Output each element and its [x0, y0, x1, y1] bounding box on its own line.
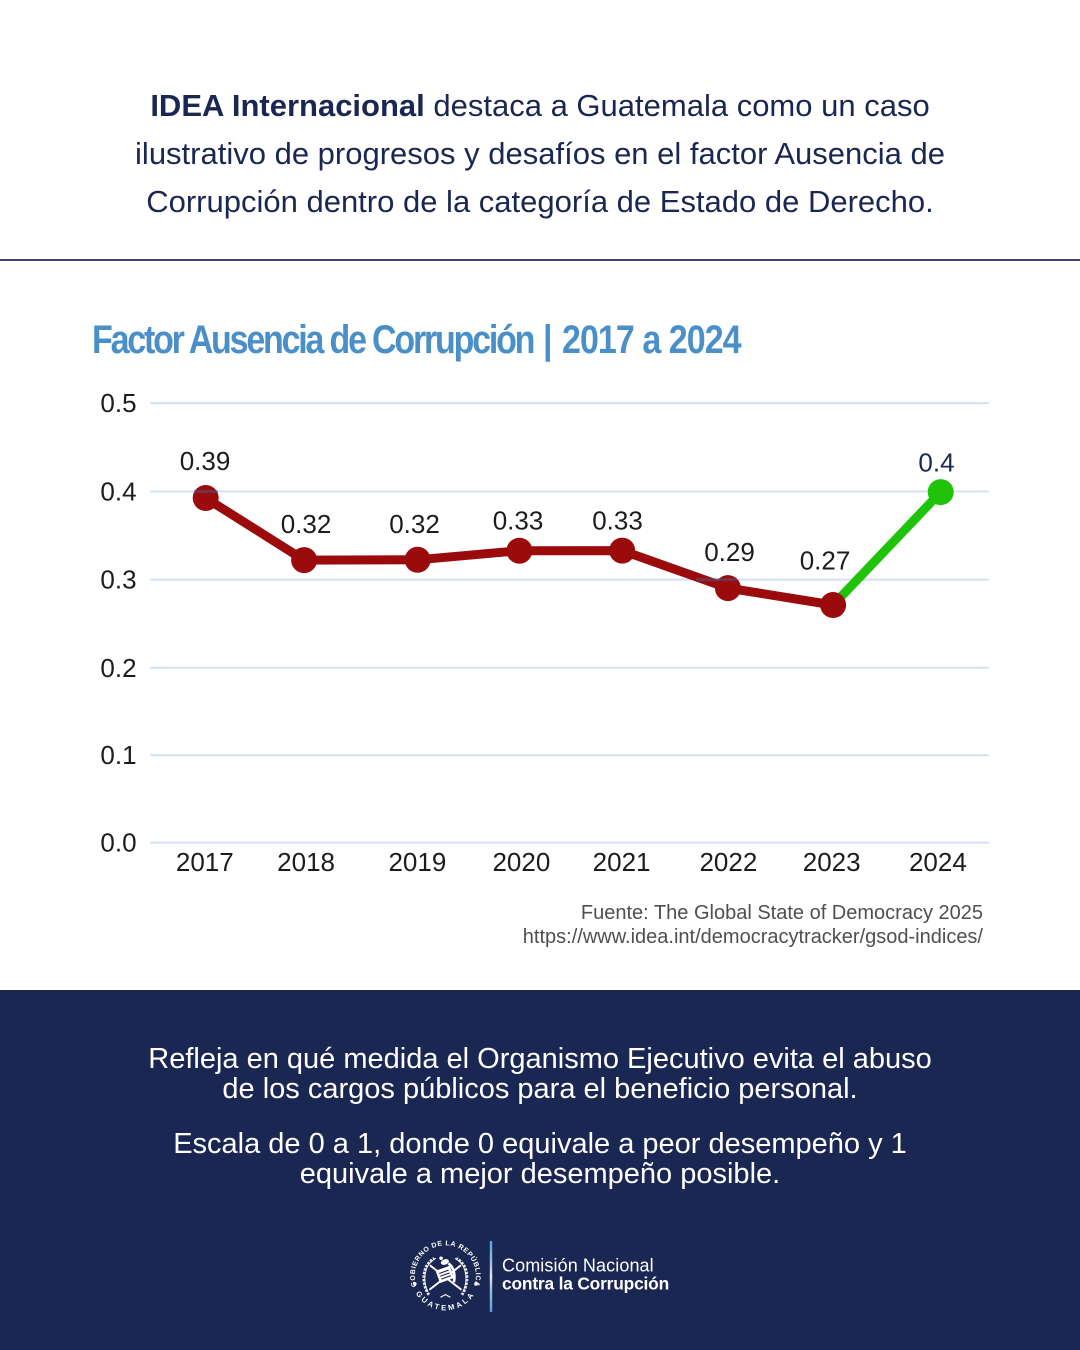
- svg-text:0.0: 0.0: [100, 828, 136, 858]
- svg-text:0.32: 0.32: [281, 509, 332, 539]
- svg-text:2020: 2020: [492, 847, 550, 877]
- svg-text:2017: 2017: [176, 847, 234, 877]
- svg-text:0.32: 0.32: [389, 509, 440, 539]
- svg-text:0.3: 0.3: [100, 565, 136, 595]
- svg-text:2021: 2021: [593, 847, 651, 877]
- svg-text:2024: 2024: [909, 847, 967, 877]
- svg-text:2023: 2023: [803, 847, 861, 877]
- svg-text:GUATEMALA: GUATEMALA: [414, 1289, 477, 1312]
- svg-text:0.4: 0.4: [100, 477, 136, 507]
- svg-text:0.5: 0.5: [100, 388, 136, 418]
- svg-text:0.39: 0.39: [180, 446, 231, 476]
- svg-text:2018: 2018: [277, 847, 335, 877]
- svg-text:0.33: 0.33: [592, 505, 643, 535]
- svg-text:2022: 2022: [699, 847, 757, 877]
- svg-text:Comisión Nacional: Comisión Nacional: [502, 1256, 654, 1276]
- svg-text:0.29: 0.29: [704, 537, 755, 567]
- svg-text:0.2: 0.2: [100, 653, 136, 683]
- svg-text:0.1: 0.1: [100, 740, 136, 770]
- svg-text:0.33: 0.33: [493, 505, 544, 535]
- svg-text:contra la Corrupción: contra la Corrupción: [502, 1273, 669, 1293]
- svg-text:2019: 2019: [388, 847, 446, 877]
- svg-text:0.27: 0.27: [800, 546, 851, 576]
- svg-text:0.4: 0.4: [918, 448, 954, 478]
